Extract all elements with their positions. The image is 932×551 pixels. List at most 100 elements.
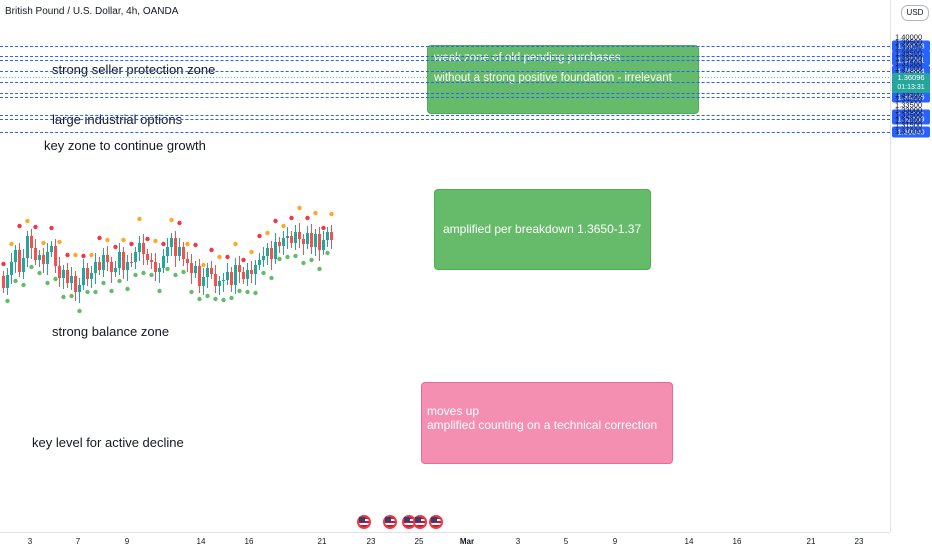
- time-tick-label: 9: [612, 537, 618, 546]
- amplified-note[interactable]: amplified per breakdown 1.3650-1.37: [434, 189, 651, 270]
- candle-body: [190, 263, 193, 273]
- indicator-dot: [209, 247, 214, 253]
- candle-body: [110, 262, 113, 272]
- candle-body: [78, 285, 81, 292]
- indicator-dot: [221, 297, 226, 303]
- indicator-dot: [37, 270, 42, 276]
- level-line[interactable]: [0, 119, 890, 121]
- candle-body: [138, 243, 141, 252]
- candle-body: [54, 246, 57, 266]
- indicator-dot: [197, 296, 202, 302]
- indicator-dot: [317, 266, 322, 272]
- level-price-tag: 1.36684: [892, 65, 930, 77]
- price-tick-label: 1.32500: [895, 110, 923, 120]
- indicator-dot: [289, 215, 294, 221]
- candle-body: [118, 252, 121, 268]
- time-tick-label: 14: [684, 537, 694, 546]
- indicator-dot: [69, 293, 74, 299]
- chart-area[interactable]: British Pound / U.S. Dollar, 4h, OANDA s…: [0, 0, 890, 532]
- currency-button[interactable]: USD: [901, 5, 929, 21]
- indicator-dot: [261, 270, 266, 276]
- us-flag-icon[interactable]: [357, 515, 371, 529]
- indicator-dot: [185, 241, 190, 247]
- time-tick-label: 7: [75, 537, 81, 546]
- moves-up-note-line1: moves up: [427, 404, 480, 418]
- indicator-dot: [49, 225, 54, 231]
- indicator-dot: [157, 288, 162, 294]
- candle-body: [86, 268, 89, 279]
- candle-body: [30, 236, 33, 248]
- indicator-dot: [13, 278, 18, 284]
- indicator-dot: [165, 266, 170, 272]
- time-tick-label: Mar: [459, 537, 475, 546]
- us-flag-icon[interactable]: [413, 515, 427, 529]
- candle-body: [150, 260, 153, 262]
- candle-body: [102, 255, 105, 270]
- price-tick-label: 1.39000: [895, 42, 923, 52]
- price-tick-label: 1.34000: [895, 94, 923, 104]
- indicator-dot: [189, 289, 194, 295]
- price-tick-label: 1.31000: [895, 126, 923, 136]
- level-line[interactable]: [0, 132, 890, 134]
- indicator-dot: [61, 294, 66, 300]
- indicator-dot: [273, 218, 278, 224]
- moves-up-note[interactable]: moves up amplified counting on a technic…: [421, 382, 673, 464]
- indicator-dot: [217, 254, 222, 260]
- time-axis[interactable]: 3 7 9 14 16 21 23 25 Mar 3 5 9 14 16 21 23: [0, 532, 890, 551]
- candle-body: [270, 248, 273, 259]
- level-line[interactable]: [0, 60, 890, 62]
- indicator-dot: [153, 238, 158, 244]
- indicator-dot: [321, 225, 326, 231]
- price-tick-label: 1.37500: [895, 58, 923, 68]
- indicator-dot: [89, 252, 94, 258]
- indicator-dot: [177, 220, 182, 226]
- indicator-dot: [105, 237, 110, 243]
- indicator-dot: [93, 289, 98, 295]
- candle-body: [38, 255, 41, 260]
- price-tick-label: 1.31500: [895, 120, 923, 130]
- candle-body: [10, 262, 13, 275]
- candle-body: [294, 232, 297, 243]
- us-flag-icon[interactable]: [429, 515, 443, 529]
- indicator-dot: [125, 286, 130, 292]
- price-axis[interactable]: 1.391781.381881.377611.366841.356551.346…: [890, 0, 932, 532]
- candle-body: [46, 252, 49, 264]
- indicator-dot: [309, 257, 314, 263]
- level-line[interactable]: [0, 82, 890, 84]
- indicator-dot: [29, 264, 34, 270]
- level-line[interactable]: [0, 114, 890, 116]
- indicator-dot: [77, 308, 82, 314]
- level-line[interactable]: [0, 97, 890, 99]
- indicator-dot: [121, 237, 126, 243]
- candle-body: [114, 268, 117, 272]
- level-line[interactable]: [0, 92, 890, 94]
- indicator-dot: [117, 278, 122, 284]
- indicator-dot: [113, 244, 118, 250]
- candle-body: [58, 266, 61, 278]
- level-line[interactable]: [0, 55, 890, 57]
- candle-body: [122, 252, 125, 270]
- current-price-tag: 1.36096: [892, 72, 930, 83]
- time-tick-label: 25: [414, 537, 424, 546]
- candle-body: [290, 236, 293, 243]
- indicator-dot: [305, 215, 310, 221]
- indicator-dot: [85, 289, 90, 295]
- us-flag-icon[interactable]: [383, 515, 397, 529]
- candle-body: [302, 239, 305, 244]
- symbol-title[interactable]: British Pound / U.S. Dollar, 4h, OANDA: [5, 6, 179, 17]
- indicator-dot: [141, 270, 146, 276]
- time-tick-label: 9: [124, 537, 130, 546]
- indicator-dot: [149, 272, 154, 278]
- candle-body: [170, 238, 173, 247]
- candle-body: [130, 262, 133, 263]
- indicator-dot: [237, 288, 242, 294]
- candle-body: [322, 240, 325, 250]
- indicator-dot: [229, 295, 234, 301]
- level-line[interactable]: [0, 45, 890, 47]
- indicator-dot: [97, 235, 102, 241]
- level-line[interactable]: [0, 71, 890, 73]
- indicator-dot: [241, 257, 246, 263]
- candlestick-chart[interactable]: [0, 0, 890, 532]
- moves-up-note-line2: amplified counting on a technical correc…: [427, 418, 658, 432]
- candle-body: [314, 234, 317, 247]
